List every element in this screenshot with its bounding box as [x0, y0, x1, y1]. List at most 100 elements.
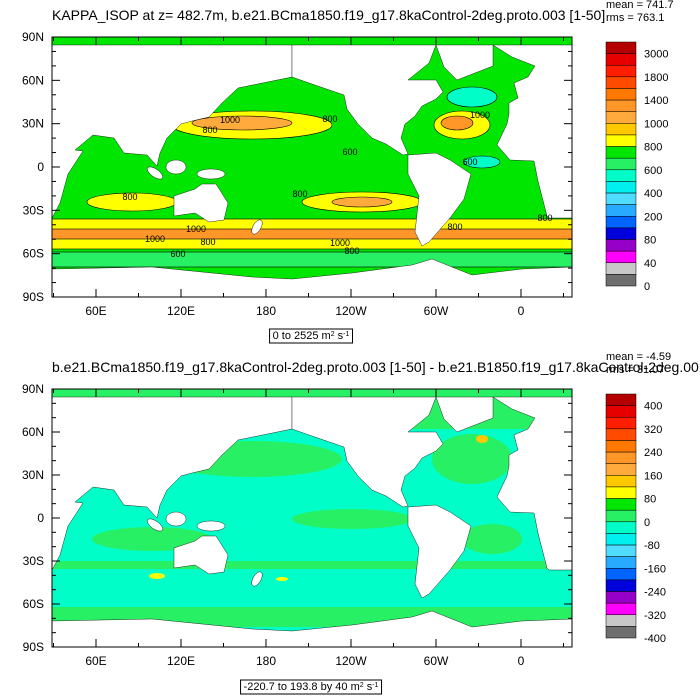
range-label: 0 to 2525 m2 s-1: [273, 330, 350, 342]
colorbar-label: 0: [644, 517, 650, 529]
lat-label: 0: [37, 511, 44, 525]
range-label-part: s: [335, 330, 344, 342]
stat-label: mean = -4.59: [606, 351, 671, 363]
colorbar-label: 3000: [644, 49, 668, 61]
lon-label: 120E: [167, 654, 195, 668]
contour-label: 600: [342, 147, 357, 157]
colorbar-box: [605, 192, 637, 205]
colorbar-box: [605, 451, 637, 464]
colorbar-box: [605, 405, 637, 418]
colorbar-label: 600: [644, 165, 662, 177]
colorbar-label: 0: [644, 281, 650, 293]
lat-label: 60S: [23, 247, 44, 261]
colorbar-box: [605, 568, 637, 581]
colorbar-label: 1800: [644, 72, 668, 84]
colorbar-label: -80: [644, 540, 660, 552]
colorbar-box: [605, 393, 637, 406]
panel-title: KAPPA_ISOP at z= 482.7m, b.e21.BCma1850.…: [52, 7, 605, 23]
colorbar-box: [605, 521, 637, 534]
colorbar-box: [605, 227, 637, 240]
colorbar-label: 1400: [644, 95, 668, 107]
colorbar-label: 40: [644, 258, 656, 270]
colorbar-box: [605, 181, 637, 194]
lon-label: 0: [518, 304, 525, 318]
lon-label: 0: [518, 654, 525, 668]
contour-label: 800: [344, 246, 359, 256]
colorbar-box: [605, 64, 637, 78]
colorbar-box: [605, 475, 637, 488]
colorbar-box: [605, 239, 637, 252]
lon-label: 60W: [424, 654, 449, 668]
contour-label: 800: [122, 192, 137, 202]
colorbar-label: 400: [644, 401, 662, 413]
contour-label: 1000: [145, 234, 165, 244]
lat-label: 60N: [22, 425, 44, 439]
contour-label: 600: [462, 157, 477, 167]
contour-label: 1000: [470, 110, 490, 120]
contour-label: 600: [170, 249, 185, 259]
lon-label: 180: [256, 654, 276, 668]
colorbar-box: [605, 53, 637, 66]
lat-label: 30S: [23, 554, 44, 568]
lon-label: 120W: [335, 304, 367, 318]
colorbar-box: [605, 498, 637, 511]
contour-label: 800: [200, 237, 215, 247]
lat-label: 30N: [22, 468, 44, 482]
lon-label: 60E: [85, 654, 106, 668]
range-label-part: -1: [343, 331, 349, 338]
contour-label: 800: [202, 125, 217, 135]
range-label-part: s: [364, 681, 373, 693]
colorbar-box: [605, 440, 637, 453]
colorbar-box: [605, 509, 637, 523]
colorbar-box: [605, 486, 637, 499]
colorbar-box: [605, 41, 637, 54]
lat-label: 60N: [22, 73, 44, 87]
stat-label: rms = 31.07: [606, 364, 664, 376]
stat-label: mean = 741.7: [606, 0, 674, 11]
colorbar-label: -240: [644, 587, 666, 599]
lon-label: 60E: [85, 304, 106, 318]
lon-label: 180: [256, 304, 276, 318]
colorbar-box: [605, 216, 637, 229]
colorbar-box: [605, 614, 637, 627]
colorbar-box: [605, 76, 637, 89]
contour-label: 1000: [220, 115, 240, 125]
lat-label: 60S: [23, 597, 44, 611]
contour-label: 1000: [186, 224, 206, 234]
colorbar-box: [605, 579, 637, 592]
lat-label: 90N: [22, 382, 44, 396]
map-top: [52, 37, 572, 297]
colorbar-box: [605, 428, 637, 441]
colorbar-box: [605, 602, 637, 616]
lon-label: 120W: [335, 654, 367, 668]
colorbar-label: 1000: [644, 118, 668, 130]
contour-label: 1000: [330, 238, 350, 248]
lat-label: 90S: [23, 290, 44, 304]
contour-label: 800: [322, 114, 337, 124]
colorbar-box: [605, 463, 637, 476]
colorbar-box: [605, 111, 637, 124]
colorbar-label: -160: [644, 563, 666, 575]
contour-label: 800: [292, 189, 307, 199]
colorbar-label: -320: [644, 610, 666, 622]
colorbar-label: 200: [644, 211, 662, 223]
range-label-part: 2: [360, 682, 364, 689]
colorbar-box: [605, 591, 637, 604]
range-label-part: 2: [331, 331, 335, 338]
panel-title: b.e21.BCma1850.f19_g17.8kaControl-2deg.p…: [52, 359, 700, 375]
colorbar-box: [605, 204, 637, 217]
colorbar-box: [605, 123, 637, 136]
lat-label: 30N: [22, 117, 44, 131]
colorbar-box: [605, 262, 637, 275]
lat-label: 90N: [22, 30, 44, 44]
range-label-box: [269, 328, 353, 344]
range-label: -220.7 to 193.8 by 40 m2 s-1: [244, 681, 379, 693]
colorbar-label: 80: [644, 235, 656, 247]
colorbar-box: [605, 250, 637, 264]
colorbar-box: [605, 99, 637, 112]
colorbar-label: 160: [644, 470, 662, 482]
colorbar-box: [605, 274, 637, 287]
lon-label: 120E: [167, 304, 195, 318]
